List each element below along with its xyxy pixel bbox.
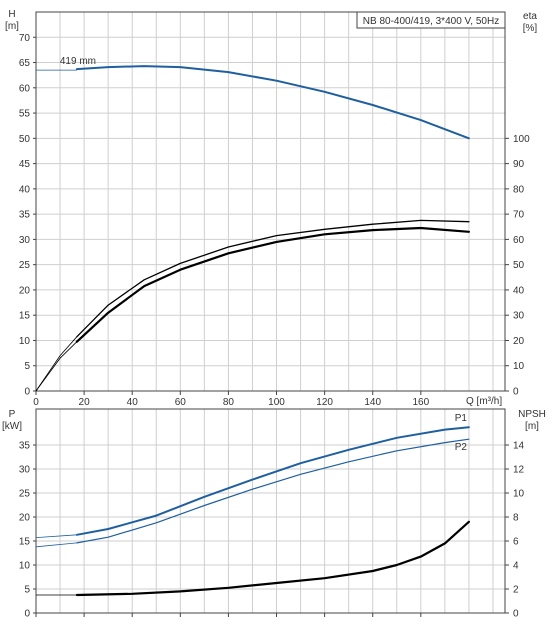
top-left-tick-label: 45 [19,159,31,170]
chart-title-box: NB 80-400/419, 3*400 V, 50Hz [356,11,506,29]
bottom-right-tick-label: 6 [513,537,519,548]
top-series-3-line [75,226,470,343]
npsh-axis-label: NPSH [518,409,546,420]
npsh-axis-unit: [m] [525,421,539,432]
bottom-right-tick-label: 14 [513,441,525,452]
top-left-tick-label: 50 [19,134,31,145]
top-right-tick-label: 0 [513,387,519,398]
top-right-tick-label: 30 [513,311,525,322]
top-right-tick-label: 20 [513,336,525,347]
bottom-series-p2-label: P2 [455,442,468,453]
power-axis-label: P [9,409,16,420]
bottom-series-p1-line [75,426,470,536]
top-left-tick-label: 15 [19,311,31,322]
head-efficiency-grid [36,12,505,391]
top-right-tick-label: 100 [513,134,530,145]
bottom-right-tick-label: 4 [513,561,519,572]
power-npsh-grid [36,409,505,613]
bottom-left-tick-label: 10 [19,561,31,572]
top-left-tick-label: 35 [19,210,31,221]
top-right-tick-label: 40 [513,285,525,296]
top-series-2-line [76,219,470,338]
power-axis-unit: [kW] [2,421,22,432]
bottom-right-tick-label: 12 [513,465,525,476]
bottom-left-tick-label: 5 [24,585,30,596]
top-x-tick-label: 20 [79,397,91,408]
top-right-tick-label: 10 [513,361,525,372]
bottom-right-tick-label: 8 [513,513,519,524]
top-right-tick-label: 50 [513,260,525,271]
top-right-tick-label: 60 [513,235,525,246]
chart-title-frame [356,11,506,29]
head-efficiency-plot-frame [35,11,506,392]
top-right-tick-label: 90 [513,159,525,170]
top-series-3-extension [35,341,78,392]
top-x-tick-label: 40 [127,397,139,408]
bottom-series-p1-extension [35,534,77,538]
bottom-series-3-line [75,520,470,597]
eta-axis-unit: [%] [523,23,538,34]
top-x-tick-label: 60 [175,397,187,408]
top-left-tick-label: 55 [19,109,31,120]
top-left-tick-label: 60 [19,83,31,94]
bottom-left-tick-label: 0 [24,609,30,620]
head-axis-unit: [m] [5,21,19,32]
bottom-left-tick-label: 25 [19,489,31,500]
bottom-series-p2-line [76,438,470,544]
bottom-left-tick-label: 20 [19,513,31,524]
power-npsh-series: P1 P2 [35,413,470,597]
bottom-left-tick-label: 35 [19,441,31,452]
top-left-tick-label: 20 [19,285,31,296]
top-right-tick-label: 80 [513,184,525,195]
eta-axis-label: eta [523,11,537,22]
top-x-tick-label: 160 [412,397,429,408]
head-efficiency-chart: 0 5 10 15 20 25 30 35 40 45 50 55 60 65 70 0 10 20 30 40 50 6… [5,9,537,408]
head-axis-label: H [8,9,15,20]
power-npsh-plot-frame [35,408,506,614]
head-efficiency-ticks: 0 5 10 15 20 25 30 35 40 45 50 55 60 65 70 0 10 20 30 40 50 6… [19,33,530,408]
top-left-tick-label: 70 [19,33,31,44]
bottom-left-tick-label: 15 [19,537,31,548]
top-x-tick-label: 80 [223,397,235,408]
top-left-tick-label: 40 [19,184,31,195]
flow-axis-label: Q [m³/h] [466,396,502,407]
bottom-left-tick-label: 30 [19,465,31,476]
top-series-419-mm-line [75,65,470,140]
top-left-tick-label: 25 [19,260,31,271]
bottom-right-tick-label: 0 [513,609,519,620]
bottom-series-p2-extension [35,542,77,548]
power-npsh-chart: 0 5 10 15 20 25 30 35 0 2 4 6 8 10 12 14 P1 P2 P [kW] NP… [2,408,546,620]
top-x-tick-label: 0 [33,397,39,408]
bottom-series-p1-label: P1 [455,413,468,424]
top-x-tick-label: 100 [268,397,285,408]
bottom-right-tick-label: 2 [513,585,519,596]
top-x-tick-label: 120 [316,397,333,408]
top-left-tick-label: 30 [19,235,31,246]
top-left-tick-label: 5 [24,361,30,372]
top-left-tick-label: 65 [19,58,31,69]
head-efficiency-series: 419 mm [35,56,470,392]
bottom-right-tick-label: 10 [513,489,525,500]
chart-title: NB 80-400/419, 3*400 V, 50Hz [363,16,499,27]
top-series-419-mm-label: 419 mm [60,56,96,67]
top-right-tick-label: 70 [513,210,525,221]
top-x-tick-label: 140 [364,397,381,408]
top-left-tick-label: 10 [19,336,31,347]
power-npsh-ticks: 0 5 10 15 20 25 30 35 0 2 4 6 8 10 12 14 [19,441,525,620]
top-left-tick-label: 0 [24,387,30,398]
